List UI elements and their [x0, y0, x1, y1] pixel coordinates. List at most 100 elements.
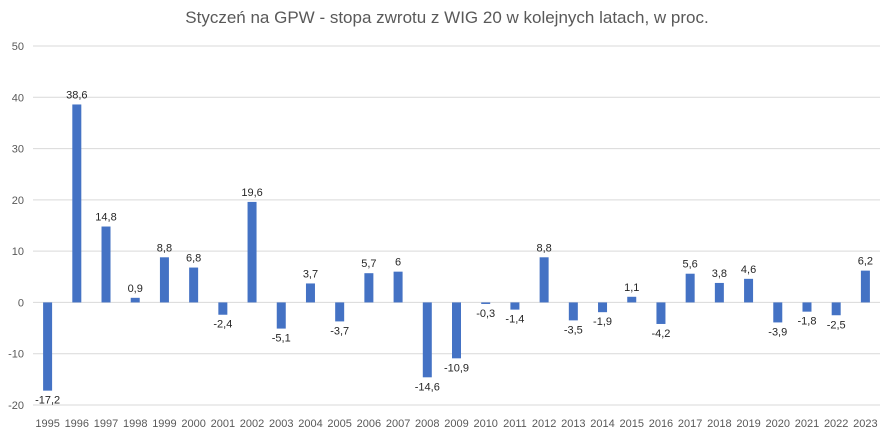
- bar-2004: [305, 283, 315, 303]
- data-label-2009: -10,9: [444, 362, 469, 374]
- bar-2005: [335, 302, 345, 322]
- data-labels: -17,2 38,6 14,8 0,9 8,8 6,8 -2,4 19,6 -5,1 3,7 -3,…: [35, 89, 873, 406]
- x-tick-label: 1999: [152, 418, 176, 430]
- bar-2014: [598, 302, 608, 313]
- bar-2009: [452, 302, 461, 359]
- x-tick-label: 2016: [649, 418, 673, 430]
- y-tick-label: -20: [8, 400, 24, 412]
- x-tick-label: 2010: [473, 418, 497, 430]
- x-tick-label: 2007: [386, 418, 410, 430]
- data-label-2000: 6,8: [186, 253, 201, 265]
- bar-2002: [247, 201, 257, 303]
- bar-2006: [364, 273, 374, 303]
- x-tick-label: 2019: [736, 418, 760, 430]
- data-label-2012: 8,8: [536, 242, 551, 254]
- data-label-1997: 14,8: [95, 212, 116, 224]
- x-tick-label: 2023: [853, 418, 877, 430]
- data-label-2019: 4,6: [741, 264, 756, 276]
- data-label-2018: 3,8: [712, 268, 727, 280]
- bar-2001: [218, 302, 228, 315]
- x-tick-label: 2015: [619, 418, 643, 430]
- bar-2023: [860, 270, 870, 303]
- bar-1998: [130, 297, 140, 303]
- x-tick-label: 2002: [240, 418, 264, 430]
- bar-2018: [714, 282, 724, 303]
- x-tick-label: 2008: [415, 418, 439, 430]
- x-tick-label: 2009: [444, 418, 468, 430]
- bar-2008: [422, 302, 432, 378]
- x-tick-label: 2004: [298, 418, 322, 430]
- data-label-2001: -2,4: [213, 319, 232, 331]
- bars: [43, 104, 870, 391]
- x-tick-label: 1998: [123, 418, 147, 430]
- x-tick-label: 2001: [211, 418, 235, 430]
- data-label-2017: 5,6: [683, 259, 698, 271]
- bar-2016: [656, 302, 666, 324]
- data-label-2010: -0,3: [476, 308, 495, 320]
- data-label-2021: -1,8: [797, 316, 816, 328]
- data-label-2013: -3,5: [564, 324, 583, 336]
- data-label-2022: -2,5: [827, 319, 846, 331]
- x-tick-label: 2017: [678, 418, 702, 430]
- data-label-2016: -4,2: [651, 328, 670, 340]
- data-label-2007: 6: [395, 257, 401, 269]
- x-tick-label: 1997: [94, 418, 118, 430]
- data-label-1996: 38,6: [66, 89, 87, 101]
- data-label-2020: -3,9: [768, 326, 787, 338]
- bar-1997: [101, 226, 111, 303]
- x-tick-label: 2018: [707, 418, 731, 430]
- bar-2020: [773, 302, 783, 323]
- y-tick-label: 30: [12, 144, 24, 156]
- x-tick-label: 2000: [181, 418, 205, 430]
- data-label-1995: -17,2: [35, 395, 60, 407]
- data-label-2002: 19,6: [241, 187, 262, 199]
- data-label-2004: 3,7: [303, 268, 318, 280]
- x-tick-label: 2021: [795, 418, 819, 430]
- data-label-1999: 8,8: [157, 242, 172, 254]
- y-tick-label: -10: [8, 349, 24, 361]
- x-tick-label: 2013: [561, 418, 585, 430]
- y-tick-label: 10: [12, 246, 24, 258]
- bar-2011: [510, 302, 520, 310]
- bar-2010: [481, 302, 491, 304]
- bar-2003: [276, 302, 286, 329]
- data-label-2006: 5,7: [361, 258, 376, 270]
- y-tick-label: 40: [12, 92, 24, 104]
- bar-2022: [831, 302, 841, 316]
- bar-1995: [43, 302, 53, 391]
- chart-title: Styczeń na GPW - stopa zwrotu z WIG 20 w…: [185, 8, 709, 27]
- data-label-2015: 1,1: [624, 282, 639, 294]
- bar-2019: [744, 278, 754, 303]
- x-tick-label: 2005: [327, 418, 351, 430]
- y-tick-label: 20: [12, 195, 24, 207]
- bar-1996: [72, 104, 82, 303]
- y-tick-label: 0: [18, 297, 24, 309]
- axes: -20 -10 0 10 20 30 40 50 1995 1996 1997 1998 1999 200…: [8, 41, 878, 430]
- data-label-2005: -3,7: [330, 325, 349, 337]
- x-tick-label: 2003: [269, 418, 293, 430]
- x-tick-label: 1995: [35, 418, 59, 430]
- bar-2012: [539, 257, 549, 303]
- x-tick-label: 2011: [503, 418, 527, 430]
- x-tick-label: 2012: [532, 418, 556, 430]
- bar-2017: [685, 273, 695, 303]
- bar-2013: [568, 302, 578, 321]
- x-tick-label: 2014: [590, 418, 614, 430]
- data-label-2008: -14,6: [415, 381, 440, 393]
- data-label-2023: 6,2: [858, 256, 873, 268]
- x-tick-label: 2022: [824, 418, 848, 430]
- data-label-1998: 0,9: [128, 283, 143, 295]
- x-tick-label: 1996: [65, 418, 89, 430]
- bar-1999: [159, 257, 169, 303]
- y-tick-label: 50: [12, 41, 24, 53]
- data-label-2011: -1,4: [505, 314, 524, 326]
- bar-2007: [393, 271, 403, 303]
- bar-2015: [627, 296, 637, 303]
- bar-2021: [802, 302, 812, 312]
- data-label-2003: -5,1: [272, 333, 291, 345]
- x-tick-label: 2006: [357, 418, 381, 430]
- x-tick-label: 2020: [766, 418, 790, 430]
- data-label-2014: -1,9: [593, 316, 612, 328]
